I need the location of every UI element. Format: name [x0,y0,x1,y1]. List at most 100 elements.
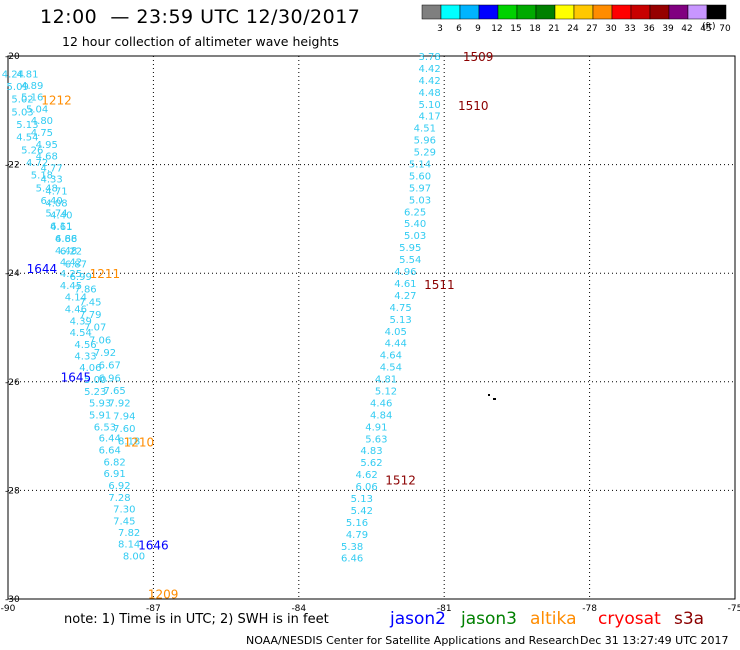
lon-label: -84 [291,604,306,614]
swh-value: 8.00 [123,552,145,563]
scale-swatch [630,4,651,20]
scale-swatch [459,4,480,20]
scale-label: 9 [475,24,481,34]
scale-swatch [421,4,442,20]
swh-value: 5.13 [389,315,411,326]
legend-s3a: s3a [674,609,705,629]
swh-value: 4.83 [360,446,382,457]
swh-value: 4.77 [40,163,62,174]
swh-value: 6.11 [50,221,72,232]
swh-value: 5.03 [11,107,33,118]
lat-label: -24 [5,269,20,279]
swh-value: 5.60 [409,171,431,182]
lon-label: -87 [146,604,161,614]
swh-value: 6.06 [356,482,378,493]
swh-value: 5.95 [399,243,421,254]
scale-label: 21 [548,24,559,34]
scale-label: 15 [510,24,521,34]
scale-label: 3 [437,24,443,34]
lon-label: -81 [437,604,452,614]
scale-swatch [649,4,670,20]
swh-value: 4.61 [50,222,72,233]
lat-label: -26 [5,378,20,388]
swh-value: 6.44 [99,434,121,445]
swh-value: 4.68 [55,234,77,245]
pass-time-label: 1210 [124,436,155,450]
creation-timestamp: Dec 31 13:27:49 UTC 2017 [580,634,729,647]
lon-label: -90 [1,604,16,614]
swh-value: 5.16 [346,518,368,529]
swh-value: 4.05 [385,327,407,338]
scale-swatch [611,4,632,20]
swh-value: 4.80 [31,116,53,127]
swh-value: 4.79 [346,530,368,541]
swh-value: 4.42 [60,257,82,268]
scale-label: 36 [643,24,655,34]
swh-value: 5.00 [84,375,106,386]
scale-label: 42 [681,24,692,34]
swh-value: 6.99 [70,272,92,283]
scale-label: 6 [456,24,462,34]
small-island-marker [488,394,496,400]
swh-value: 4.89 [21,81,43,92]
swh-value: 3.78 [419,52,441,63]
swh-value: 4.27 [394,291,416,302]
lon-label: -78 [582,604,597,614]
lat-label: -22 [5,161,20,171]
swh-value: 4.08 [45,199,67,210]
swh-value: 5.23 [84,387,106,398]
swh-value: 6.96 [99,373,121,384]
pass-time-label: 1212 [41,93,72,107]
map-frame [7,55,736,600]
scale-label: 33 [624,24,635,34]
swh-value: 4.95 [36,140,58,151]
swh-value: 5.42 [351,506,373,517]
color-scale: 3 6 9 12 15 18 21 24 27 30 33 36 39 42 45 70 [421,4,731,34]
swh-value: 6.91 [103,469,125,480]
swh-value: 6.40 [40,196,62,207]
swh-value: 7.45 [113,516,135,527]
swh-value: 7.94 [113,411,135,422]
scale-label: 70 [719,24,731,34]
swh-value: 4.51 [414,124,436,135]
swh-value: 5.03 [409,195,431,206]
swh-value: 5.74 [45,208,67,219]
swh-value: 4.75 [31,128,53,139]
swh-value: 7.92 [108,398,130,409]
scale-swatch [573,4,594,20]
swh-value: 4.71 [45,187,67,198]
pass-time-label: 1644 [27,262,58,276]
lat-lon-grid [8,56,735,599]
legend-jason3: jason3 [461,609,517,629]
swh-value: 7.65 [103,386,125,397]
swh-value: 5.40 [404,219,426,230]
scale-label: 39 [662,24,674,34]
swh-value: 5.48 [36,183,58,194]
scale-swatch [497,4,518,20]
swh-value: 4.64 [380,351,402,362]
swh-value: 5.16 [21,93,43,104]
swh-value: 4.24 [2,69,24,80]
pass-time-label: 1211 [90,267,121,281]
note-text: note: 1) Time is in UTC; 2) SWH is in fe… [64,612,329,627]
scale-swatch [687,4,708,20]
swh-value: 5.03 [404,231,426,242]
pass-time-label: 1510 [458,99,489,113]
pass-time-label: 1511 [424,278,455,292]
swh-value: 4.39 [70,316,92,327]
swh-value: 7.79 [79,310,101,321]
swh-value: 4.91 [365,422,387,433]
swh-value: 5.09 [7,82,29,93]
scale-label: 18 [529,24,541,34]
swh-value: 6.64 [99,446,121,457]
swh-value: 6.82 [103,458,125,469]
swh-value: 4.68 [36,151,58,162]
swh-value: 7.86 [74,284,96,295]
pass-time-label: 1646 [138,539,169,553]
swh-value: 5.02 [11,94,33,105]
swh-value: 4.48 [419,88,441,99]
swh-value: 4.56 [74,340,96,351]
swh-value: 6.25 [404,207,426,218]
pass-time-label: 1509 [463,50,494,64]
scale-swatch [554,4,575,20]
